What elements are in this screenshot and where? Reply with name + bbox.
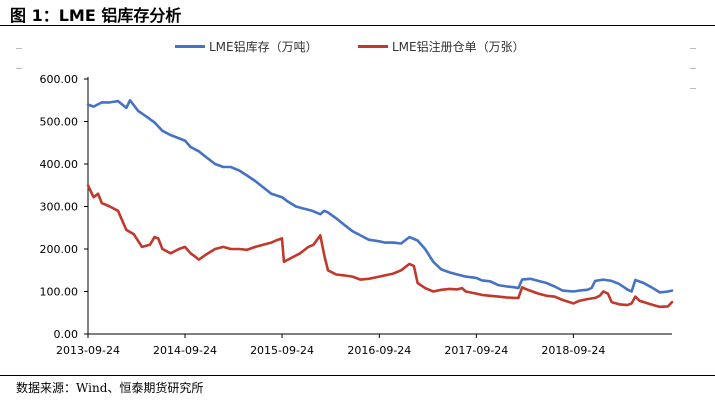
x-tick-label: 2015-09-24 xyxy=(250,344,314,357)
corner-mark xyxy=(16,68,22,69)
title-rule xyxy=(0,25,715,26)
chart-axes: 0.00 100.00 200.00 300.00 400.00 500.00 600.00… xyxy=(40,73,672,357)
y-tick-label: 600.00 xyxy=(40,73,79,86)
corner-mark xyxy=(690,68,696,69)
legend-swatch xyxy=(358,45,388,48)
legend-label: LME铝库存（万吨） xyxy=(209,40,318,54)
corner-mark xyxy=(690,88,696,89)
x-tick-label: 2017-09-24 xyxy=(444,344,508,357)
corner-mark xyxy=(690,48,696,49)
legend-item: LME铝库存（万吨） xyxy=(175,38,318,55)
x-tick-label: 2014-09-24 xyxy=(153,344,217,357)
legend-item: LME铝注册仓单（万张） xyxy=(358,38,525,55)
x-tick-label: 2013-09-24 xyxy=(56,344,120,357)
legend-swatch xyxy=(175,45,205,48)
figure-title: 图 1：LME 铝库存分析 xyxy=(10,6,182,25)
y-tick-label: 100.00 xyxy=(40,286,79,299)
corner-mark xyxy=(16,48,22,49)
y-tick-label: 500.00 xyxy=(40,116,79,129)
legend-label: LME铝注册仓单（万张） xyxy=(392,40,525,54)
y-tick-label: 200.00 xyxy=(40,243,79,256)
source-rule xyxy=(0,375,715,376)
y-tick-label: 400.00 xyxy=(40,158,79,171)
source-note: 数据来源：Wind、恒泰期货研究所 xyxy=(16,381,204,395)
x-tick-label: 2016-09-24 xyxy=(347,344,411,357)
series-layer xyxy=(86,99,674,309)
y-tick-label: 300.00 xyxy=(40,201,79,214)
y-tick-label: 0.00 xyxy=(54,328,79,341)
x-tick-label: 2018-09-24 xyxy=(541,344,605,357)
series-line-warrants xyxy=(86,184,674,309)
series-line-inventory xyxy=(86,99,674,294)
